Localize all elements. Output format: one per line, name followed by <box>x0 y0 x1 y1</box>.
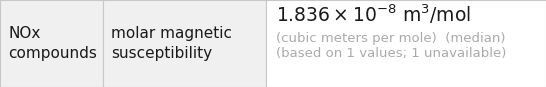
Text: $1.836\times10^{-8}\ \mathregular{m}^{3}\mathregular{/mol}$: $1.836\times10^{-8}\ \mathregular{m}^{3}… <box>276 3 471 26</box>
Text: (cubic meters per mole)  (median): (cubic meters per mole) (median) <box>276 32 506 45</box>
Bar <box>103 0 266 87</box>
Bar <box>266 0 546 87</box>
Text: NOx
compounds: NOx compounds <box>8 26 97 61</box>
Text: (based on 1 values; 1 unavailable): (based on 1 values; 1 unavailable) <box>276 47 506 60</box>
Bar <box>0 0 103 87</box>
Text: molar magnetic
susceptibility: molar magnetic susceptibility <box>111 26 232 61</box>
